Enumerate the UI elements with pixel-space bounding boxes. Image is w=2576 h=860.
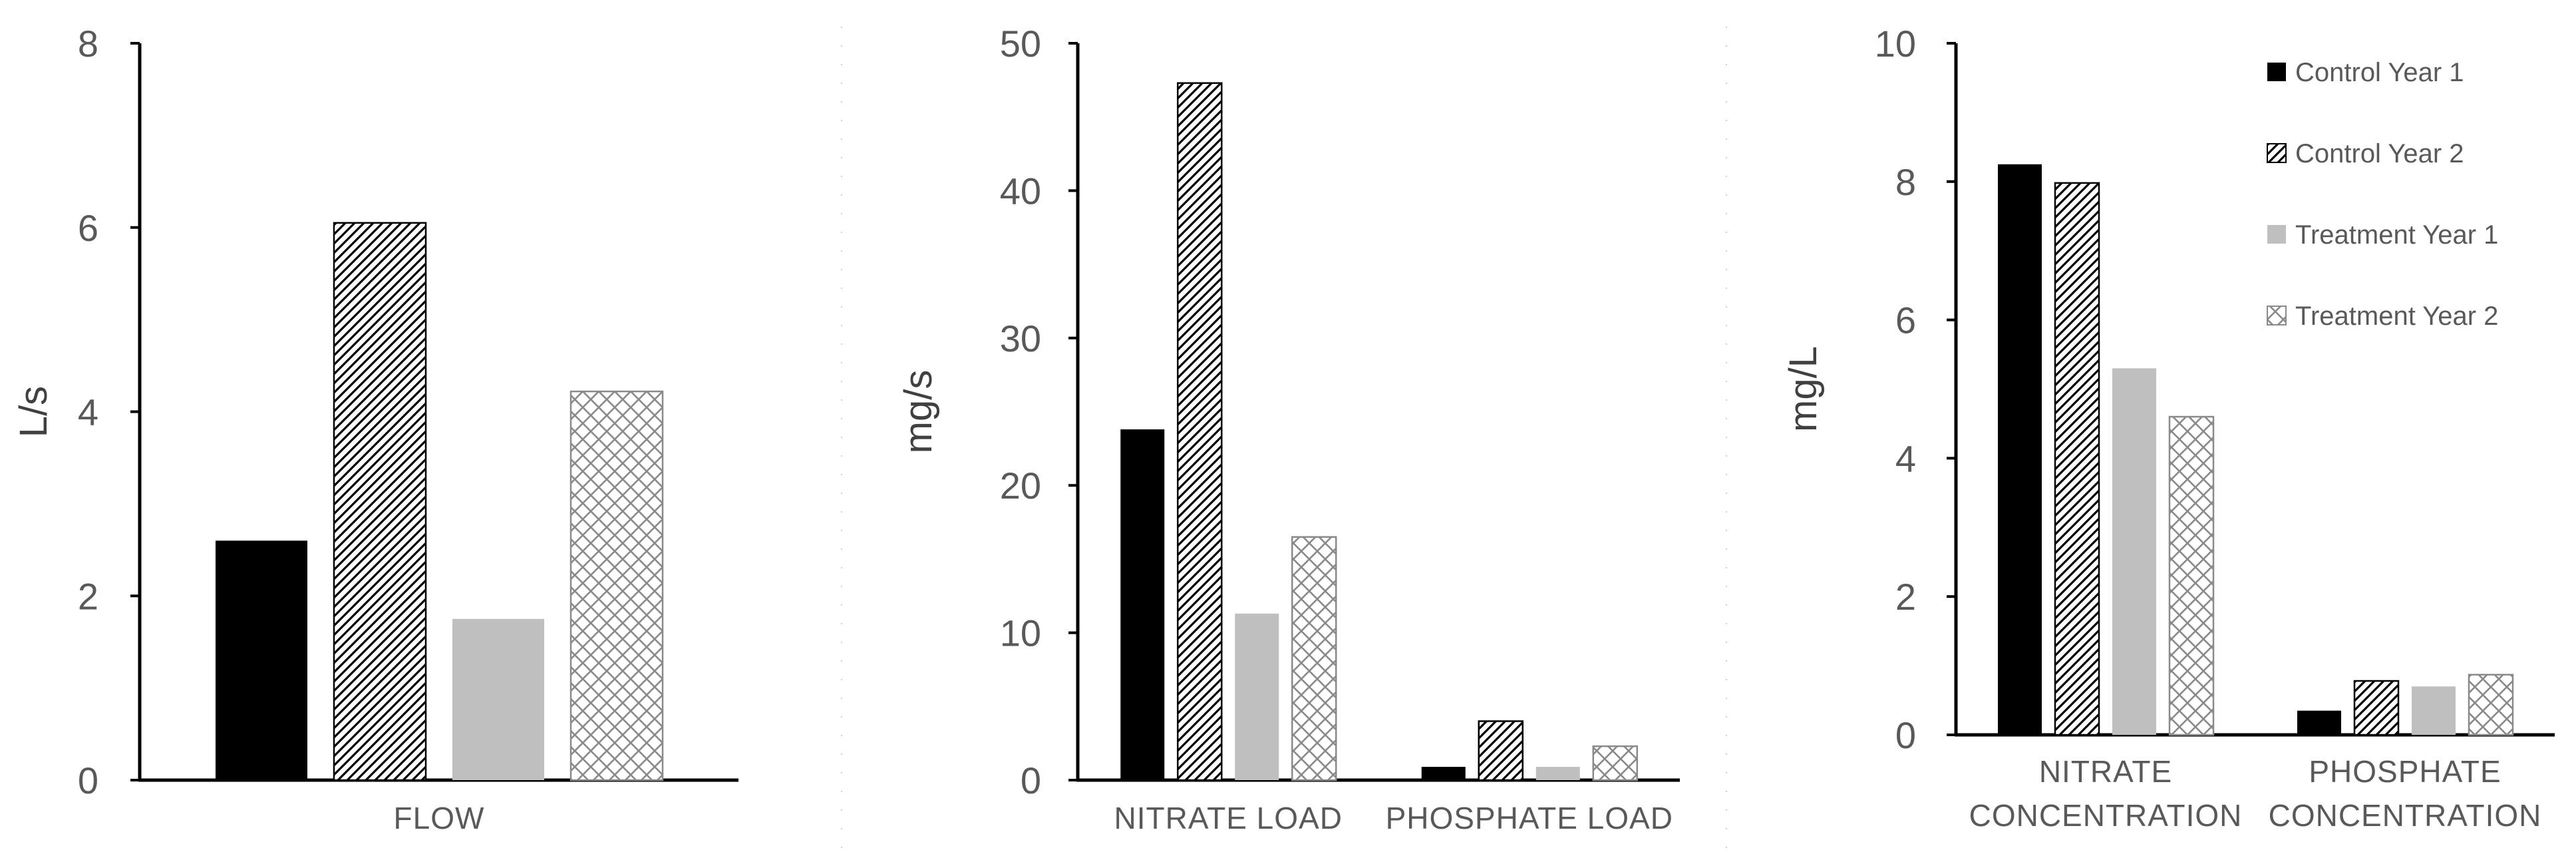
legend-swatch-control-year-2 (2267, 143, 2287, 163)
chart-panel-3: 0 2 4 6 8 10 mg/L NITRATE CONCENTRATION PHOSPHATE… (1782, 23, 2555, 833)
category-label: PHOSPHATE (2309, 754, 2501, 789)
category-label: CONCENTRATION (1969, 798, 2243, 833)
legend-label-control-year-1: Control Year 1 (2295, 58, 2464, 87)
bar-treatment-year-2-phosphate-load (1592, 745, 1638, 781)
legend-label-treatment-year-1: Treatment Year 1 (2295, 220, 2498, 250)
y-tick-label: 50 (1000, 23, 1041, 65)
y-tick-label: 6 (1895, 300, 1916, 341)
y-tick-label: 6 (78, 207, 98, 249)
y-tick-label: 0 (78, 759, 98, 801)
bar-treatment-year-2-nitrate-load (1291, 536, 1337, 781)
legend-swatch-treatment-year-2 (2267, 306, 2287, 325)
y-tick-label: 20 (1000, 465, 1041, 507)
bar-treatment-year-1-phosphate-load (1535, 767, 1580, 780)
y-tick-label: 2 (1895, 576, 1916, 618)
category-label: NITRATE LOAD (1114, 801, 1343, 835)
y-tick-label: 4 (78, 391, 98, 433)
bar-control-year-2-flow (333, 222, 427, 781)
bar-treatment-year-2-phosphate-concentration (2468, 674, 2514, 736)
bar-control-year-2-nitrate-concentration (2054, 182, 2100, 736)
chart-panel-1: 0 2 4 6 8 L/s FLOW (12, 23, 738, 835)
y-tick-label: 0 (1895, 714, 1916, 756)
category-label: CONCENTRATION (2269, 798, 2542, 833)
y-tick-label: 40 (1000, 170, 1041, 212)
bar-control-year-2-phosphate-load (1478, 720, 1524, 781)
bar-control-year-2-nitrate-load (1177, 82, 1223, 781)
bar-control-year-1-nitrate-load (1120, 429, 1165, 780)
y-axis-title: mg/s (897, 370, 940, 454)
category-label: PHOSPHATE LOAD (1386, 801, 1673, 835)
bar-treatment-year-2-nitrate-concentration (2168, 415, 2215, 736)
y-tick-label: 8 (78, 23, 98, 65)
category-label: NITRATE (2039, 754, 2172, 789)
y-axis-title: mg/L (1782, 346, 1825, 432)
category-label: FLOW (394, 801, 485, 835)
y-tick-label: 10 (1875, 23, 1916, 65)
y-axis-title: L/s (12, 386, 55, 437)
bar-control-year-1-phosphate-load (1421, 767, 1466, 780)
bar-control-year-2-phosphate-concentration (2353, 680, 2400, 736)
y-tick-label: 0 (1021, 759, 1041, 801)
legend-swatch-treatment-year-1 (2267, 225, 2286, 244)
bar-control-year-1-flow (216, 540, 307, 780)
chart-panel-2: 0 10 20 30 40 50 mg/s NITRATE LOAD PHOSPHATE LOA… (897, 23, 1680, 835)
bar-control-year-1-nitrate-concentration (1998, 164, 2042, 735)
legend-label-treatment-year-2: Treatment Year 2 (2295, 302, 2498, 331)
bar-treatment-year-1-nitrate-concentration (2112, 368, 2156, 735)
y-tick-label: 2 (78, 575, 98, 617)
legend-label-control-year-2: Control Year 2 (2295, 139, 2464, 168)
legend-swatch-control-year-1 (2267, 63, 2286, 81)
bar-treatment-year-1-phosphate-concentration (2412, 686, 2456, 735)
bar-treatment-year-1-nitrate-load (1235, 613, 1279, 780)
bar-treatment-year-1-flow (452, 618, 544, 780)
y-tick-label: 10 (1000, 612, 1041, 654)
y-tick-label: 30 (1000, 318, 1041, 359)
bar-treatment-year-2-flow (569, 390, 664, 781)
y-tick-label: 4 (1895, 437, 1916, 479)
bar-control-year-1-phosphate-concentration (2297, 710, 2341, 735)
y-tick-label: 8 (1895, 161, 1916, 203)
